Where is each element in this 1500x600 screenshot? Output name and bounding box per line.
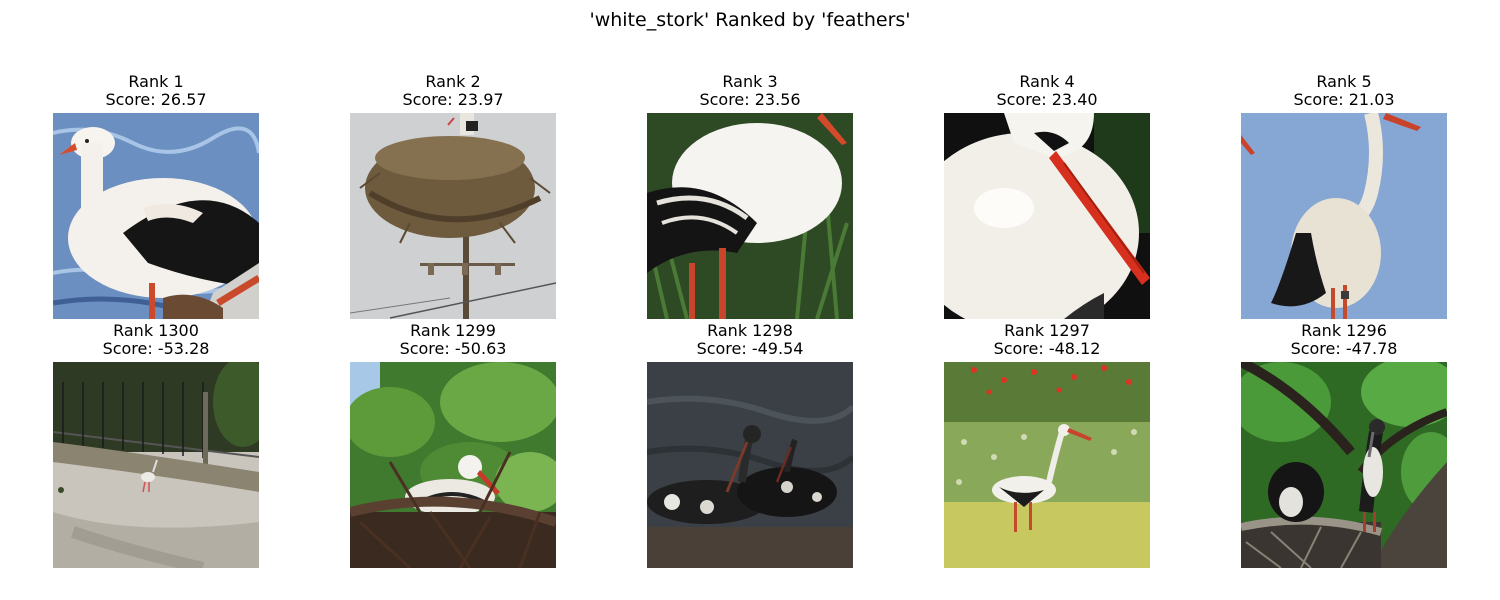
stork-red-beak-image xyxy=(944,113,1150,319)
score-label: Score: 21.03 xyxy=(1293,90,1395,109)
score-label: Score: -50.63 xyxy=(399,339,507,358)
stork-blue-sky-image xyxy=(1241,113,1447,319)
storks-tree-nest-image xyxy=(1241,362,1447,568)
rank-label: Rank 4 xyxy=(1019,72,1075,91)
score-label: Score: -48.12 xyxy=(993,339,1101,358)
muddy-storks-water-image xyxy=(647,362,853,568)
rank-label: Rank 1 xyxy=(128,72,184,91)
panel-caption: Rank 5 Score: 21.03 xyxy=(1201,73,1487,109)
stork-nest-pole-image xyxy=(350,113,556,319)
score-label: Score: -53.28 xyxy=(102,339,210,358)
score-label: Score: -49.54 xyxy=(696,339,804,358)
rank-label: Rank 3 xyxy=(722,72,778,91)
stork-enclosure-image xyxy=(53,362,259,568)
rank-label: Rank 2 xyxy=(425,72,481,91)
stork-wing-grass-image xyxy=(647,113,853,319)
panel-caption: Rank 1296 Score: -47.78 xyxy=(1201,322,1487,358)
figure-title: 'white_stork' Ranked by 'feathers' xyxy=(589,9,911,31)
score-label: Score: 26.57 xyxy=(105,90,207,109)
rank-label: Rank 5 xyxy=(1316,72,1372,91)
score-label: Score: 23.40 xyxy=(996,90,1098,109)
rank-label: Rank 1298 xyxy=(707,321,793,340)
stork-nest-leaves-image xyxy=(350,362,556,568)
score-label: Score: 23.97 xyxy=(402,90,504,109)
panel-caption: Rank 1298 Score: -49.54 xyxy=(607,322,893,358)
rank-label: Rank 1297 xyxy=(1004,321,1090,340)
panel-caption: Rank 1297 Score: -48.12 xyxy=(904,322,1190,358)
panel-caption: Rank 4 Score: 23.40 xyxy=(904,73,1190,109)
panel-caption: Rank 2 Score: 23.97 xyxy=(310,73,596,109)
stork-plumage-image xyxy=(53,113,259,319)
rank-label: Rank 1300 xyxy=(113,321,199,340)
score-label: Score: -47.78 xyxy=(1290,339,1398,358)
panel-caption: Rank 1299 Score: -50.63 xyxy=(310,322,596,358)
stork-meadow-image xyxy=(944,362,1150,568)
rank-label: Rank 1299 xyxy=(410,321,496,340)
rank-label: Rank 1296 xyxy=(1301,321,1387,340)
panel-caption: Rank 1 Score: 26.57 xyxy=(13,73,299,109)
panel-caption: Rank 1300 Score: -53.28 xyxy=(13,322,299,358)
panel-caption: Rank 3 Score: 23.56 xyxy=(607,73,893,109)
score-label: Score: 23.56 xyxy=(699,90,801,109)
